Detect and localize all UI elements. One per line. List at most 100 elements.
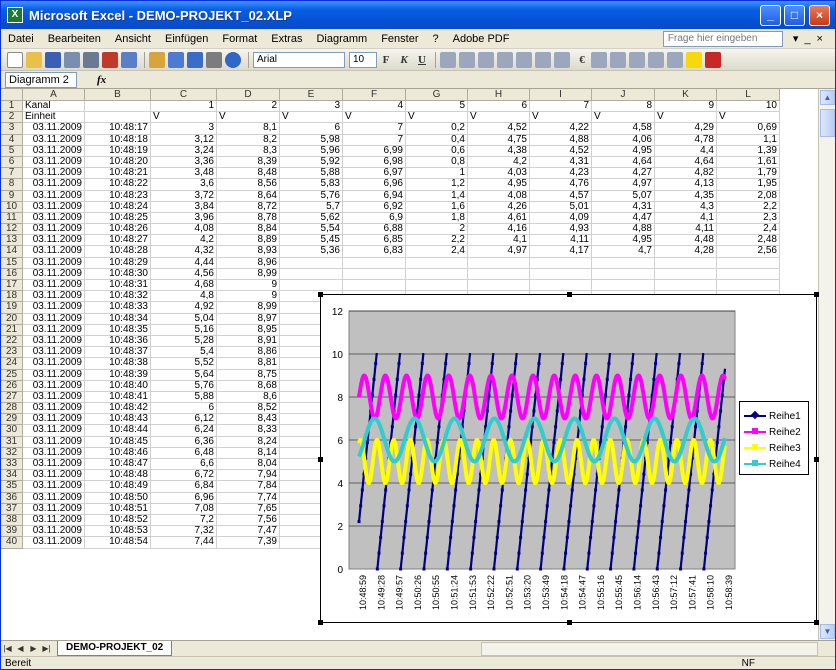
paste-icon[interactable] bbox=[149, 51, 165, 68]
table-cell[interactable]: 4,68 bbox=[151, 280, 217, 292]
table-cell[interactable]: 2,4 bbox=[406, 246, 468, 258]
table-cell[interactable]: 10:48:43 bbox=[85, 414, 151, 426]
table-cell[interactable]: 4,38 bbox=[468, 145, 530, 157]
column-header[interactable]: A bbox=[23, 89, 85, 101]
table-cell[interactable]: 10:48:40 bbox=[85, 380, 151, 392]
table-cell[interactable]: 8,84 bbox=[217, 224, 280, 236]
table-cell[interactable]: 5,07 bbox=[592, 190, 655, 202]
table-cell[interactable]: 10:48:32 bbox=[85, 291, 151, 303]
table-cell[interactable] bbox=[85, 112, 151, 124]
table-cell[interactable]: 6,96 bbox=[151, 492, 217, 504]
prev-sheet-icon[interactable]: ◀ bbox=[17, 644, 24, 653]
align-right-icon[interactable] bbox=[478, 51, 494, 68]
table-cell[interactable]: 3,36 bbox=[151, 156, 217, 169]
table-cell[interactable]: 5,64 bbox=[151, 369, 217, 381]
table-cell[interactable]: V bbox=[343, 112, 406, 124]
name-box[interactable]: Diagramm 2 bbox=[5, 71, 77, 88]
table-cell[interactable]: 5,92 bbox=[280, 156, 343, 169]
table-cell[interactable]: 2,3 bbox=[717, 212, 780, 225]
row-header[interactable]: 12 bbox=[1, 224, 23, 236]
row-header[interactable]: 35 bbox=[1, 481, 23, 493]
table-cell[interactable] bbox=[717, 268, 780, 280]
table-cell[interactable]: 0,4 bbox=[406, 134, 468, 146]
table-cell[interactable]: 4,57 bbox=[530, 190, 592, 202]
table-cell[interactable]: 10:48:52 bbox=[85, 514, 151, 527]
table-cell[interactable]: 6,36 bbox=[151, 436, 217, 448]
table-cell[interactable] bbox=[468, 268, 530, 280]
table-cell[interactable]: 0,2 bbox=[406, 123, 468, 135]
table-cell[interactable]: 4,11 bbox=[530, 235, 592, 247]
maximize-button[interactable]: □ bbox=[784, 5, 805, 26]
table-cell[interactable]: 5,54 bbox=[280, 224, 343, 236]
table-cell[interactable]: 03.11.2009 bbox=[23, 425, 85, 437]
table-cell[interactable]: 4,92 bbox=[151, 302, 217, 314]
menu-item-bearbeiten[interactable]: Bearbeiten bbox=[47, 32, 101, 45]
row-header[interactable]: 29 bbox=[1, 414, 23, 426]
column-header[interactable]: L bbox=[717, 89, 780, 101]
table-cell[interactable] bbox=[592, 257, 655, 269]
table-cell[interactable]: 10:48:26 bbox=[85, 224, 151, 236]
table-cell[interactable]: 03.11.2009 bbox=[23, 391, 85, 404]
row-header[interactable]: 2 bbox=[1, 112, 23, 124]
table-cell[interactable]: 4,26 bbox=[468, 201, 530, 213]
table-cell[interactable]: 4,29 bbox=[655, 123, 717, 135]
table-cell[interactable] bbox=[85, 101, 151, 113]
table-cell[interactable]: 4,95 bbox=[468, 179, 530, 191]
table-cell[interactable]: 4,64 bbox=[592, 156, 655, 169]
table-cell[interactable]: 8,97 bbox=[217, 313, 280, 325]
table-cell[interactable]: 03.11.2009 bbox=[23, 123, 85, 135]
table-cell[interactable]: 10:48:28 bbox=[85, 246, 151, 258]
row-header[interactable]: 38 bbox=[1, 514, 23, 527]
table-cell[interactable]: 10:48:18 bbox=[85, 134, 151, 146]
table-cell[interactable]: 03.11.2009 bbox=[23, 347, 85, 359]
increase-indent-icon[interactable] bbox=[648, 51, 664, 68]
table-cell[interactable]: 4,88 bbox=[592, 224, 655, 236]
table-cell[interactable]: 6,84 bbox=[151, 481, 217, 493]
table-cell[interactable]: V bbox=[717, 112, 780, 124]
table-cell[interactable]: 0,6 bbox=[406, 145, 468, 157]
table-cell[interactable]: 4,7 bbox=[592, 246, 655, 258]
row-header[interactable]: 24 bbox=[1, 358, 23, 370]
table-cell[interactable]: 03.11.2009 bbox=[23, 537, 85, 549]
row-header[interactable]: 9 bbox=[1, 190, 23, 202]
table-cell[interactable]: 4,95 bbox=[592, 235, 655, 247]
table-cell[interactable]: 5,36 bbox=[280, 246, 343, 258]
row-header[interactable]: 23 bbox=[1, 347, 23, 359]
permission-icon[interactable] bbox=[64, 51, 80, 68]
sheet-tab-demo-projekt-02[interactable]: DEMO-PROJEKT_02 bbox=[57, 641, 173, 656]
table-cell[interactable]: 1,1 bbox=[717, 134, 780, 146]
table-cell[interactable]: 4,11 bbox=[655, 224, 717, 236]
column-header[interactable]: G bbox=[406, 89, 468, 101]
autosum-icon[interactable] bbox=[206, 51, 222, 68]
table-cell[interactable]: 10:48:46 bbox=[85, 447, 151, 459]
table-cell[interactable]: 03.11.2009 bbox=[23, 235, 85, 247]
table-cell[interactable]: 4,52 bbox=[530, 145, 592, 157]
table-cell[interactable]: 4,48 bbox=[655, 235, 717, 247]
table-cell[interactable]: 8,52 bbox=[217, 403, 280, 415]
table-cell[interactable]: Einheit bbox=[23, 112, 85, 124]
scroll-down-icon[interactable]: ▼ bbox=[820, 624, 835, 639]
row-header[interactable]: 37 bbox=[1, 503, 23, 515]
bold-button[interactable]: F bbox=[382, 53, 390, 66]
table-cell[interactable]: 8,81 bbox=[217, 358, 280, 370]
increase-decimal-icon[interactable] bbox=[591, 51, 607, 68]
table-cell[interactable] bbox=[406, 280, 468, 292]
table-cell[interactable]: 10:48:39 bbox=[85, 369, 151, 381]
table-cell[interactable]: 03.11.2009 bbox=[23, 403, 85, 415]
table-cell[interactable]: 03.11.2009 bbox=[23, 414, 85, 426]
row-header[interactable]: 4 bbox=[1, 134, 23, 146]
menu-item-diagramm[interactable]: Diagramm bbox=[316, 32, 368, 45]
table-cell[interactable]: Kanal bbox=[23, 101, 85, 113]
align-left-icon[interactable] bbox=[440, 51, 456, 68]
help-icon[interactable] bbox=[225, 51, 241, 68]
table-cell[interactable]: 4,75 bbox=[468, 134, 530, 146]
table-cell[interactable]: 8,39 bbox=[217, 156, 280, 169]
table-cell[interactable]: 8,3 bbox=[217, 145, 280, 157]
table-cell[interactable]: 5,4 bbox=[151, 347, 217, 359]
merge-center-icon[interactable] bbox=[497, 51, 513, 68]
table-cell[interactable]: 03.11.2009 bbox=[23, 257, 85, 269]
euro-icon[interactable]: € bbox=[579, 53, 585, 66]
table-cell[interactable]: 2,2 bbox=[717, 201, 780, 213]
table-cell[interactable]: 4,13 bbox=[655, 179, 717, 191]
table-cell[interactable] bbox=[592, 268, 655, 280]
